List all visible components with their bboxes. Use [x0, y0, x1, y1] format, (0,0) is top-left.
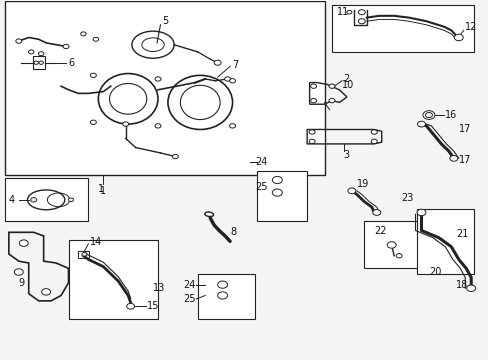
Circle shape [41, 289, 50, 295]
Circle shape [126, 303, 134, 309]
Bar [5, 178, 88, 221]
Circle shape [39, 52, 44, 56]
Text: 2: 2 [343, 74, 349, 84]
Text: 14: 14 [90, 238, 102, 247]
Bar [33, 56, 44, 69]
Circle shape [217, 292, 227, 299]
Text: 16: 16 [444, 110, 456, 120]
Circle shape [31, 198, 37, 202]
Circle shape [449, 156, 457, 161]
Circle shape [81, 32, 86, 36]
Text: 12: 12 [464, 22, 477, 32]
Circle shape [347, 188, 355, 194]
Circle shape [28, 50, 34, 54]
Text: 21: 21 [455, 229, 468, 239]
Bar [364, 221, 435, 269]
Circle shape [346, 10, 351, 14]
Circle shape [122, 122, 128, 126]
Text: 3: 3 [343, 150, 349, 160]
Text: 23: 23 [401, 193, 413, 203]
Text: 8: 8 [230, 227, 236, 237]
Circle shape [82, 252, 87, 256]
Circle shape [308, 139, 314, 144]
Circle shape [224, 77, 230, 81]
Circle shape [417, 121, 425, 127]
Bar [5, 1, 324, 175]
Circle shape [217, 281, 227, 288]
Circle shape [370, 130, 376, 134]
Circle shape [93, 37, 99, 41]
Circle shape [370, 139, 376, 144]
Circle shape [39, 61, 43, 64]
Circle shape [422, 111, 434, 120]
Text: 10: 10 [341, 80, 353, 90]
Circle shape [308, 130, 314, 134]
Text: 13: 13 [153, 283, 165, 293]
Circle shape [358, 19, 365, 24]
Circle shape [358, 10, 365, 15]
Circle shape [328, 98, 334, 103]
Bar [331, 5, 473, 52]
Bar [416, 209, 473, 274]
Text: 20: 20 [428, 267, 440, 277]
Text: 24: 24 [183, 280, 195, 290]
Bar [78, 251, 89, 257]
Bar [257, 171, 306, 221]
Circle shape [172, 154, 178, 159]
Text: 4: 4 [9, 195, 15, 205]
Text: 17: 17 [458, 155, 470, 165]
Circle shape [14, 269, 23, 275]
Bar [68, 239, 158, 319]
Text: 6: 6 [68, 58, 75, 68]
Text: 22: 22 [373, 225, 386, 235]
Circle shape [272, 189, 282, 196]
Text: 1: 1 [98, 184, 103, 194]
Circle shape [155, 124, 161, 128]
Circle shape [90, 73, 96, 77]
Text: 24: 24 [254, 157, 267, 167]
Circle shape [229, 78, 235, 83]
Text: 1: 1 [100, 186, 106, 196]
Circle shape [372, 210, 380, 215]
Text: 25: 25 [183, 294, 195, 304]
Text: 18: 18 [455, 280, 468, 290]
Circle shape [328, 84, 334, 88]
Circle shape [229, 124, 235, 128]
Circle shape [90, 120, 96, 125]
Text: 19: 19 [356, 179, 368, 189]
Circle shape [272, 176, 282, 184]
Circle shape [466, 285, 475, 292]
Circle shape [395, 253, 401, 258]
Text: 7: 7 [232, 59, 238, 69]
Text: 15: 15 [146, 301, 159, 311]
Circle shape [214, 60, 221, 65]
Circle shape [34, 61, 39, 64]
Circle shape [63, 44, 69, 49]
Circle shape [310, 84, 316, 88]
Circle shape [310, 98, 316, 103]
Text: 5: 5 [162, 16, 168, 26]
Text: 25: 25 [254, 182, 267, 192]
Circle shape [425, 113, 431, 118]
Circle shape [386, 242, 395, 248]
Text: 17: 17 [458, 125, 470, 135]
Circle shape [68, 198, 73, 202]
Circle shape [453, 34, 462, 41]
Circle shape [19, 240, 28, 246]
Circle shape [416, 209, 425, 216]
Circle shape [16, 39, 22, 43]
Circle shape [155, 77, 161, 81]
Text: 9: 9 [19, 278, 25, 288]
Bar [197, 274, 254, 319]
Text: 11: 11 [336, 7, 348, 17]
